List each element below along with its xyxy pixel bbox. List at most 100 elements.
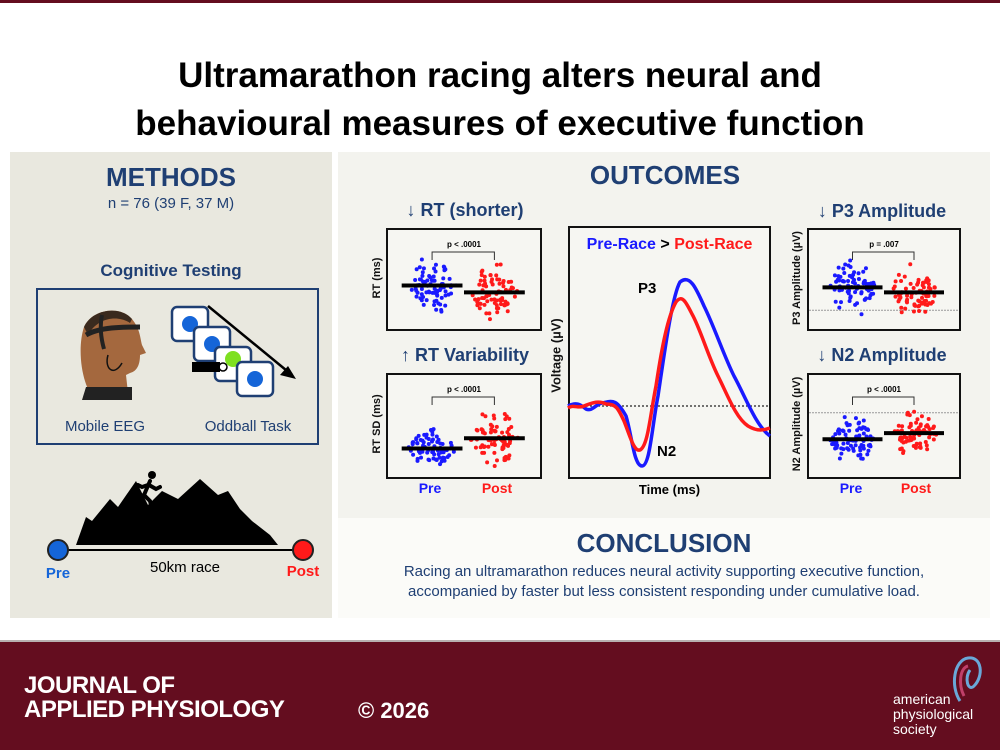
data-point: [424, 290, 429, 295]
data-point: [841, 441, 846, 446]
cognitive-testing-heading: Cognitive Testing: [100, 261, 242, 280]
data-point: [492, 464, 497, 469]
data-point: [919, 414, 924, 419]
data-point: [486, 444, 491, 449]
data-point: [843, 432, 848, 437]
data-point: [896, 423, 901, 428]
data-point: [431, 274, 436, 279]
p-value: p = .007: [869, 240, 899, 249]
rt-variability-ylabel: RT SD (ms): [371, 394, 383, 454]
data-point: [841, 266, 846, 271]
significance-bracket: [431, 251, 495, 260]
data-point: [478, 301, 483, 306]
data-point: [449, 291, 454, 296]
data-point: [480, 428, 485, 433]
rt-ylabel: RT (ms): [371, 257, 383, 299]
data-point: [914, 420, 919, 425]
data-point: [844, 421, 849, 426]
data-point: [927, 435, 932, 440]
aps-logo-icon: [952, 656, 982, 702]
legend-greater-than: >: [660, 236, 670, 253]
conclusion-heading: CONCLUSION: [576, 528, 752, 558]
data-point: [915, 417, 920, 422]
data-point: [477, 282, 482, 287]
erp-legend: Pre-Race > Post-Race: [568, 236, 771, 254]
amp-group-pre: Pre: [839, 480, 863, 496]
data-point: [434, 434, 439, 439]
data-point: [924, 443, 929, 448]
data-point: [506, 456, 511, 461]
page-title-line1: Ultramarathon racing alters neural and: [178, 56, 822, 95]
data-point: [419, 298, 424, 303]
data-point: [866, 448, 871, 453]
data-point: [488, 273, 493, 278]
data-point: [500, 298, 505, 303]
data-point: [414, 294, 419, 299]
data-point: [906, 438, 911, 443]
data-point: [494, 424, 499, 429]
data-point: [504, 442, 509, 447]
data-point: [847, 428, 852, 433]
data-point: [414, 288, 419, 293]
data-point: [430, 437, 435, 442]
data-point: [856, 271, 861, 276]
data-point: [478, 278, 483, 283]
data-point: [932, 293, 937, 298]
top-border: [0, 0, 1000, 3]
data-point: [443, 293, 448, 298]
data-point: [418, 437, 423, 442]
data-point: [501, 439, 506, 444]
data-point: [841, 279, 846, 284]
data-point: [483, 414, 488, 419]
data-point: [503, 299, 508, 304]
data-point: [912, 303, 917, 308]
data-point: [439, 449, 444, 454]
data-point: [853, 290, 858, 295]
data-point: [837, 278, 842, 283]
data-point: [494, 298, 499, 303]
data-point: [852, 281, 857, 286]
data-point: [506, 280, 511, 285]
data-point: [494, 458, 499, 463]
data-point: [430, 432, 435, 437]
eeg-head-icon: [80, 310, 146, 400]
data-point: [841, 447, 846, 452]
data-point: [433, 457, 438, 462]
sample-size: n = 76 (39 F, 37 M): [107, 195, 235, 212]
journal-line1: JOURNAL OF: [24, 672, 175, 699]
pre-label: Pre: [45, 565, 71, 582]
data-point: [850, 275, 855, 280]
rt-variability-title: ↑ RT Variability: [400, 345, 530, 365]
data-point: [916, 304, 921, 309]
page-title-line2: behavioural measures of executive functi…: [135, 104, 865, 143]
data-point: [857, 420, 862, 425]
data-point: [436, 452, 441, 457]
data-point: [835, 443, 840, 448]
data-point: [931, 424, 936, 429]
rt-group-post: Post: [481, 480, 513, 496]
data-point: [899, 279, 904, 284]
data-point: [911, 286, 916, 291]
data-point: [501, 278, 506, 283]
data-point: [509, 425, 514, 430]
rt-title: ↓ RT (shorter): [406, 200, 524, 220]
conclusion-line2: accompanied by faster but less consisten…: [408, 583, 920, 600]
data-point: [420, 273, 425, 278]
data-point: [415, 456, 420, 461]
data-point: [909, 295, 914, 300]
data-point: [913, 445, 918, 450]
data-point: [908, 281, 913, 286]
race-distance-label: 50km race: [149, 559, 221, 576]
data-point: [496, 306, 501, 311]
data-point: [427, 290, 432, 295]
data-point: [411, 440, 416, 445]
data-point: [498, 262, 503, 267]
data-point: [502, 411, 507, 416]
methods-heading: METHODS: [106, 162, 236, 192]
data-point: [912, 409, 917, 414]
data-point: [505, 309, 510, 314]
data-point: [852, 270, 857, 275]
data-point: [931, 437, 936, 442]
data-point: [482, 278, 487, 283]
n2-amplitude-title: ↓ N2 Amplitude: [817, 345, 947, 365]
